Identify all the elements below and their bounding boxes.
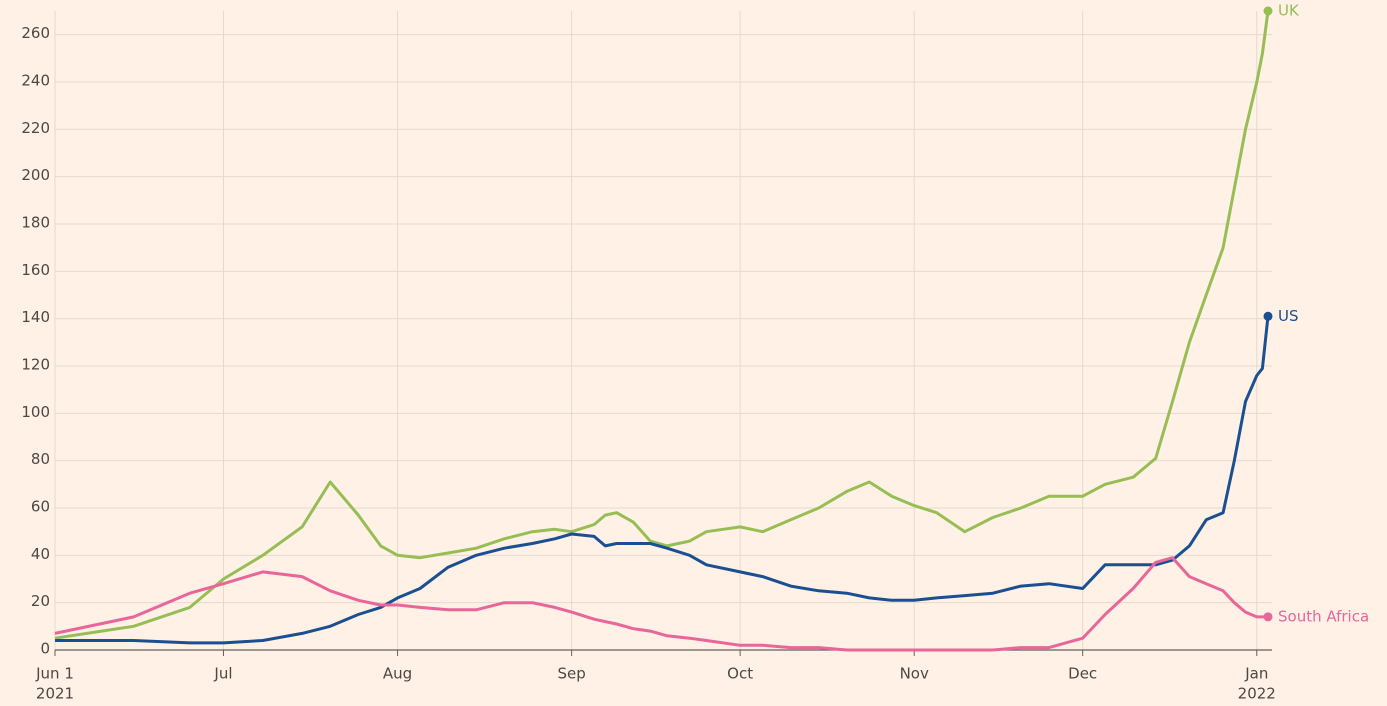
y-tick-label: 80 [31,450,50,468]
y-tick-label: 60 [31,498,50,516]
y-tick-label: 120 [21,356,50,374]
end-dot [1263,612,1273,622]
legend-label: US [1278,307,1299,325]
y-tick-label: 240 [21,72,50,90]
x-tick-label: Aug [383,665,412,683]
y-tick-label: 220 [21,119,50,137]
x-tick-label: Dec [1068,665,1097,683]
x-tick-year: 2022 [1238,685,1276,703]
y-tick-label: 140 [21,308,50,326]
y-tick-label: 260 [21,24,50,42]
x-tick-label: Jun 1 [35,665,74,683]
end-dot [1263,311,1273,321]
y-tick-label: 100 [21,403,50,421]
x-tick-label: Jul [213,665,232,683]
series-line [54,556,1268,652]
legend-label: UK [1278,2,1300,20]
y-tick-label: 200 [21,166,50,184]
y-tick-label: 160 [21,261,50,279]
y-tick-label: 20 [31,592,50,610]
x-tick-label: Sep [558,665,586,683]
y-tick-label: 180 [21,214,50,232]
series-line [54,10,1270,640]
y-tick-label: 40 [31,545,50,563]
x-tick-year: 2021 [36,685,74,703]
y-tick-label: 0 [40,640,50,658]
x-tick-label: Oct [727,665,753,683]
series-line [55,316,1270,645]
x-tick-label: Nov [900,665,929,683]
end-dot [1263,6,1273,16]
x-tick-label: Jan [1244,665,1268,683]
legend-label: South Africa [1278,607,1369,625]
